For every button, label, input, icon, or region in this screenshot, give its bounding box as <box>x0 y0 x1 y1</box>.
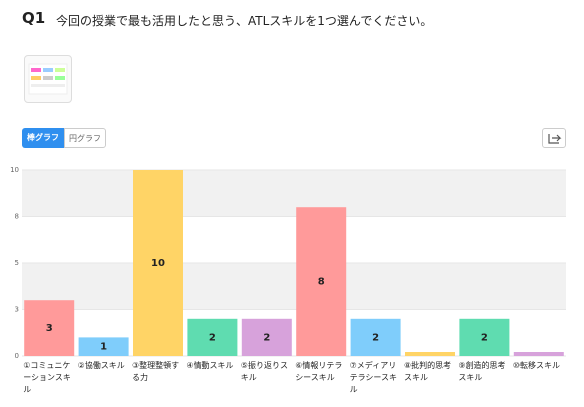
bar <box>24 300 75 356</box>
y-tick-label: 10 <box>10 166 19 174</box>
bar <box>513 352 564 356</box>
y-tick-label: 8 <box>15 213 19 221</box>
x-tick-label: ⑨創造的思考スキル <box>458 361 506 382</box>
x-tick-label: ⑧批判的思考スキル <box>404 361 452 382</box>
bar-value-label: 1 <box>100 342 107 353</box>
bar <box>350 318 401 356</box>
bar <box>296 207 347 356</box>
chart: 0 3 5 8 10 3 1 10 2 2 8 2 2 <box>10 166 566 360</box>
x-tick-label: ⑦メディアリテラシースキル <box>349 361 398 394</box>
grid-band <box>22 170 566 217</box>
question-number: Q1 <box>22 9 46 27</box>
bar-value-label: 8 <box>318 277 325 288</box>
bar-value-label: 3 <box>46 323 53 334</box>
export-icon <box>548 134 562 144</box>
export-button[interactable] <box>542 128 566 148</box>
thumbnail[interactable] <box>24 55 72 103</box>
bar <box>241 318 292 356</box>
y-tick-label: 0 <box>15 352 19 360</box>
bar-value-label: 2 <box>209 332 216 343</box>
question-text: 今回の授業で最も活用したと思う、ATLスキルを1つ選んでください。 <box>56 14 433 28</box>
y-tick-label: 5 <box>15 259 19 267</box>
bar-value-label: 10 <box>151 258 165 269</box>
bar-value-label: 2 <box>263 332 270 343</box>
bar-value-label: 2 <box>372 332 379 343</box>
x-tick-label: ①コミュニケーションスキル <box>23 361 71 394</box>
x-tick-label: ⑥情報リテラシースキル <box>295 361 343 382</box>
bar <box>133 170 183 356</box>
bar-value-label: 2 <box>481 332 488 343</box>
bar <box>405 352 455 356</box>
bar <box>459 318 510 356</box>
grid-band <box>22 263 566 310</box>
x-tick-label: ④情動スキル <box>186 361 234 370</box>
y-tick-label: 3 <box>15 306 19 314</box>
x-tick-label: ③整理整頓する力 <box>132 361 180 382</box>
x-tick-label: ⑤振り返りスキル <box>240 361 288 382</box>
thumbnail-art <box>28 63 68 95</box>
bar <box>187 318 238 356</box>
bar <box>78 337 129 356</box>
bar-chart-button[interactable]: 棒グラフ <box>22 128 64 148</box>
x-tick-label: ②協働スキル <box>77 361 125 370</box>
pie-chart-button[interactable]: 円グラフ <box>64 128 106 148</box>
x-tick-label: ⑩転移スキル <box>512 361 560 370</box>
